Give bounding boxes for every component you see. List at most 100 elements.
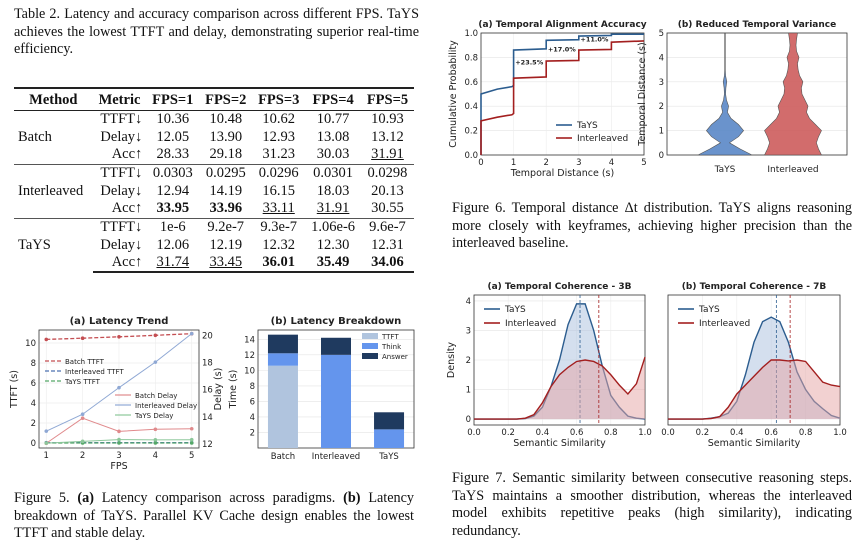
y2-tick-label: 12 [202,440,213,450]
legend-label: TTFT [381,333,399,341]
data-point [189,426,194,431]
y-tick-label: 0.6 [464,78,478,88]
x-tick-label: 5 [189,451,194,461]
stacked-bar-segment [267,353,298,366]
y-tick-label: 3 [659,78,664,88]
legend-swatch [362,333,378,339]
x-tick-label: 2 [80,451,85,461]
y-tick-label: 5 [659,29,664,39]
legend-label: TaYS [576,121,598,131]
table-row: Delay↓ 12.06 12.19 12.32 12.30 12.31 [14,236,414,254]
value-cell: 9.2e-7 [199,217,253,236]
y-tick-label: 4 [31,399,36,409]
x-tick-label: 0.2 [696,428,710,438]
caption-a-label: (a) [77,490,94,506]
y-tick-label: 10 [244,366,255,376]
metric-cell: Acc↑ [92,254,147,273]
chart-title: (a) Temporal Coherence - 3B [487,282,631,292]
table-row: Delay↓ 12.94 14.19 16.15 18.03 20.13 [14,182,414,200]
y-tick-label: 8 [250,382,255,392]
data-point [153,438,158,442]
stacked-bar-segment [374,412,405,430]
data-point [117,437,121,442]
legend-label: Batch Delay [135,392,177,400]
y-axis-label: Cumulative Probability [448,40,459,148]
data-point [189,441,194,445]
metric-cell: Delay↓ [100,128,143,145]
x-tick-label: 4 [153,451,158,461]
value-cell: 12.19 [209,236,243,253]
x-tick-label: Interleaved [312,452,360,462]
data-point [80,412,85,417]
x-tick-label: 5 [641,158,646,168]
y-tick-label: 12 [244,351,255,361]
x-tick-label: 0.4 [730,428,744,438]
x-tick-label: 1.0 [638,428,652,438]
chart-title: (a) Latency Trend [70,316,169,327]
figure6-caption: Figure 6. Temporal distance Δt distribut… [452,200,852,251]
figure5-caption: Figure 5. (a) Latency comparison across … [14,490,414,543]
y-tick-label: 2 [31,419,36,429]
value-cell: 9.6e-7 [360,217,414,236]
cdf-line [480,33,644,155]
legend-label: Interleaved [699,319,750,329]
figure7-caption: Figure 7. Semantic similarity between co… [452,470,852,539]
value-cell: 18.03 [316,182,350,199]
y-tick-label: 8 [31,359,36,369]
legend-swatch [362,353,378,359]
legend-label: TaYS [698,305,720,315]
y2-axis-label: Delay (s) [213,368,224,411]
value-cell: 12.06 [156,236,190,253]
x-tick-label: 0 [478,158,483,168]
data-point [117,429,121,434]
x-tick-label: 4 [609,158,614,168]
legend-label: Batch TTFT [65,358,105,366]
value-cell: 33.11 [262,200,295,217]
metric-cell: Delay↓ [100,236,143,253]
x-tick-label: TaYS [714,165,736,175]
legend-label: Think [381,343,402,351]
data-point [44,337,49,342]
y-tick-label: 4 [250,413,255,423]
chart-title: (b) Reduced Temporal Variance [678,20,836,30]
y-tick-label: 0 [31,439,36,449]
density-area [668,360,840,420]
x-tick-label: 0.0 [661,428,675,438]
legend-label: Answer [382,353,408,361]
x-tick-label: 1.0 [833,428,847,438]
method-cell: Interleaved [14,163,93,218]
table-row: Acc↑ 31.74 33.45 36.01 35.49 34.06 [14,254,414,273]
data-point [153,441,158,445]
plot-frame [666,32,848,156]
legend-label: Interleaved [577,134,628,144]
y-tick-label: 0 [659,151,664,161]
annotation: +11.0% [580,36,608,44]
y-tick-label: 1.0 [464,29,478,39]
y-tick-label: 0 [466,415,471,425]
chart-title: (b) Temporal Coherence - 7B [682,282,827,292]
x-tick-label: 0.6 [570,428,584,438]
y-tick-label: 3 [466,326,471,336]
plot-frame [667,294,841,426]
stacked-bar-segment [321,337,351,355]
column-header: FPS=3 [252,87,306,111]
y-tick-label: 0.2 [464,127,478,137]
metric-cell: Acc↑ [111,200,143,217]
density-line [668,359,841,420]
metric-cell: TTFT↓ [92,163,147,182]
legend-label: Interleaved TTFT [65,368,124,376]
data-point [153,360,158,364]
metric-cell: TTFT↓ [100,110,143,127]
value-cell: 36.01 [252,254,306,273]
data-point [189,437,194,442]
legend-swatch [362,343,378,349]
x-tick-label: 0.0 [467,428,481,438]
column-header: FPS=2 [199,87,253,111]
x-axis-label: FPS [110,461,127,472]
x-tick-label: Interleaved [767,165,818,175]
value-cell: 10.77 [316,110,350,127]
stacked-bar-segment [267,365,298,448]
table-caption: Table 2. Latency and accuracy comparison… [14,6,419,57]
value-cell: 31.23 [262,146,296,163]
data-point [80,336,85,341]
